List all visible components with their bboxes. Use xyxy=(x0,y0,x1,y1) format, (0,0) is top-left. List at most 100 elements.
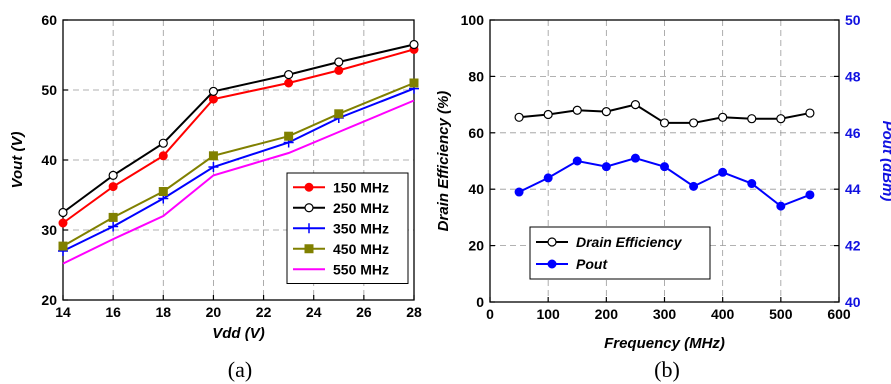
y-tick-label: 60 xyxy=(41,12,57,28)
y-right-tick-label: 50 xyxy=(845,12,861,28)
legend-box xyxy=(529,226,711,280)
data-point xyxy=(284,78,294,88)
y-tick-label: 40 xyxy=(41,152,57,168)
data-point xyxy=(601,162,611,172)
data-point xyxy=(689,181,699,191)
data-point xyxy=(688,118,699,128)
y-tick-label: 100 xyxy=(461,12,485,28)
y-axis-label: Drain Efficiency (%) xyxy=(435,91,452,232)
y-tick-label: 20 xyxy=(468,238,484,254)
data-point xyxy=(776,201,786,211)
data-point xyxy=(630,99,641,110)
x-tick-label: 28 xyxy=(406,304,422,320)
data-point xyxy=(208,151,218,161)
data-point xyxy=(660,162,669,172)
y-axis-label: Vout (V) xyxy=(9,132,26,189)
x-tick-label: 500 xyxy=(769,306,793,322)
legend-marker xyxy=(547,237,557,247)
data-point xyxy=(208,86,219,97)
legend-marker xyxy=(304,223,314,234)
y-tick-label: 40 xyxy=(468,181,484,197)
y-right-tick-label: 48 xyxy=(845,68,861,84)
data-point xyxy=(572,105,582,115)
data-point xyxy=(158,151,168,161)
y-tick-label: 0 xyxy=(476,294,484,310)
x-axis-label: Vdd (V) xyxy=(212,325,265,342)
data-point xyxy=(805,108,815,118)
legend-label: 450 MHz xyxy=(333,241,389,257)
x-tick-label: 400 xyxy=(711,306,735,322)
y-tick-label: 20 xyxy=(41,292,57,308)
data-point xyxy=(334,57,344,67)
x-tick-label: 600 xyxy=(827,306,851,322)
legend-marker xyxy=(304,244,314,254)
data-point xyxy=(58,241,68,251)
y-tick-label: 60 xyxy=(468,125,484,141)
panel-label-a: (a) xyxy=(228,357,252,382)
y-right-tick-label: 46 xyxy=(845,125,861,141)
y-tick-label: 50 xyxy=(41,82,57,98)
legend-marker xyxy=(547,259,557,269)
x-tick-label: 14 xyxy=(55,304,71,320)
x-tick-label: 16 xyxy=(105,304,121,320)
legend-label: 550 MHz xyxy=(333,261,389,277)
data-point xyxy=(747,179,757,189)
x-tick-label: 200 xyxy=(595,306,619,322)
data-point xyxy=(409,39,419,50)
y-right-tick-label: 44 xyxy=(845,181,861,197)
y-tick-label: 30 xyxy=(41,222,57,238)
data-point xyxy=(334,65,344,75)
x-tick-label: 0 xyxy=(486,306,494,322)
data-point xyxy=(543,173,553,183)
legend-label: 150 MHz xyxy=(333,179,389,195)
data-point xyxy=(208,94,218,104)
data-point xyxy=(659,118,670,128)
data-point xyxy=(630,153,640,163)
data-point xyxy=(409,78,419,88)
data-point xyxy=(58,218,68,228)
data-point xyxy=(514,187,524,197)
data-point xyxy=(284,69,294,80)
data-point xyxy=(58,207,68,218)
data-point xyxy=(158,187,168,196)
data-point xyxy=(108,170,118,180)
x-tick-label: 24 xyxy=(306,304,322,320)
legend-label: 350 MHz xyxy=(333,220,389,236)
data-point xyxy=(158,138,168,148)
data-point xyxy=(284,131,294,141)
data-point xyxy=(776,114,786,124)
chart-a: 14 16 18 20 22 24 26 28 20 30 40 50 60 150 MHz 250 MHz… xyxy=(9,12,422,382)
panel-label-b: (b) xyxy=(654,357,680,382)
data-point xyxy=(572,156,582,166)
data-point xyxy=(108,212,118,222)
y-right-axis-label: Pout (dBm) xyxy=(879,121,891,202)
data-point xyxy=(601,107,611,117)
legend-label: 250 MHz xyxy=(333,200,389,216)
y-right-tick-label: 40 xyxy=(845,294,861,310)
legend-marker xyxy=(304,203,314,213)
legend-label: Drain Efficiency xyxy=(576,234,683,250)
data-point xyxy=(718,112,728,122)
y-tick-label: 80 xyxy=(468,68,484,84)
data-point xyxy=(334,109,344,119)
data-point xyxy=(514,112,524,122)
x-tick-label: 300 xyxy=(653,306,677,322)
y-right-tick-label: 42 xyxy=(845,238,861,254)
data-point xyxy=(208,162,219,172)
x-tick-label: 18 xyxy=(155,304,171,320)
x-tick-label: 26 xyxy=(356,304,372,320)
data-point xyxy=(718,167,728,177)
x-tick-label: 22 xyxy=(256,304,272,320)
series-line xyxy=(62,99,415,265)
x-axis-label: Frequency (MHz) xyxy=(604,335,725,352)
x-tick-label: 100 xyxy=(536,306,560,322)
data-point xyxy=(747,114,757,124)
data-point xyxy=(108,182,118,192)
data-point xyxy=(805,190,815,200)
data-point xyxy=(543,109,553,120)
x-tick-label: 20 xyxy=(206,304,222,320)
chart-b: 0 100 200 300 400 500 600 0 20 40 60 80 100 40 42 44 46 4… xyxy=(435,12,891,382)
legend-marker xyxy=(304,182,314,192)
data-point xyxy=(108,221,119,232)
